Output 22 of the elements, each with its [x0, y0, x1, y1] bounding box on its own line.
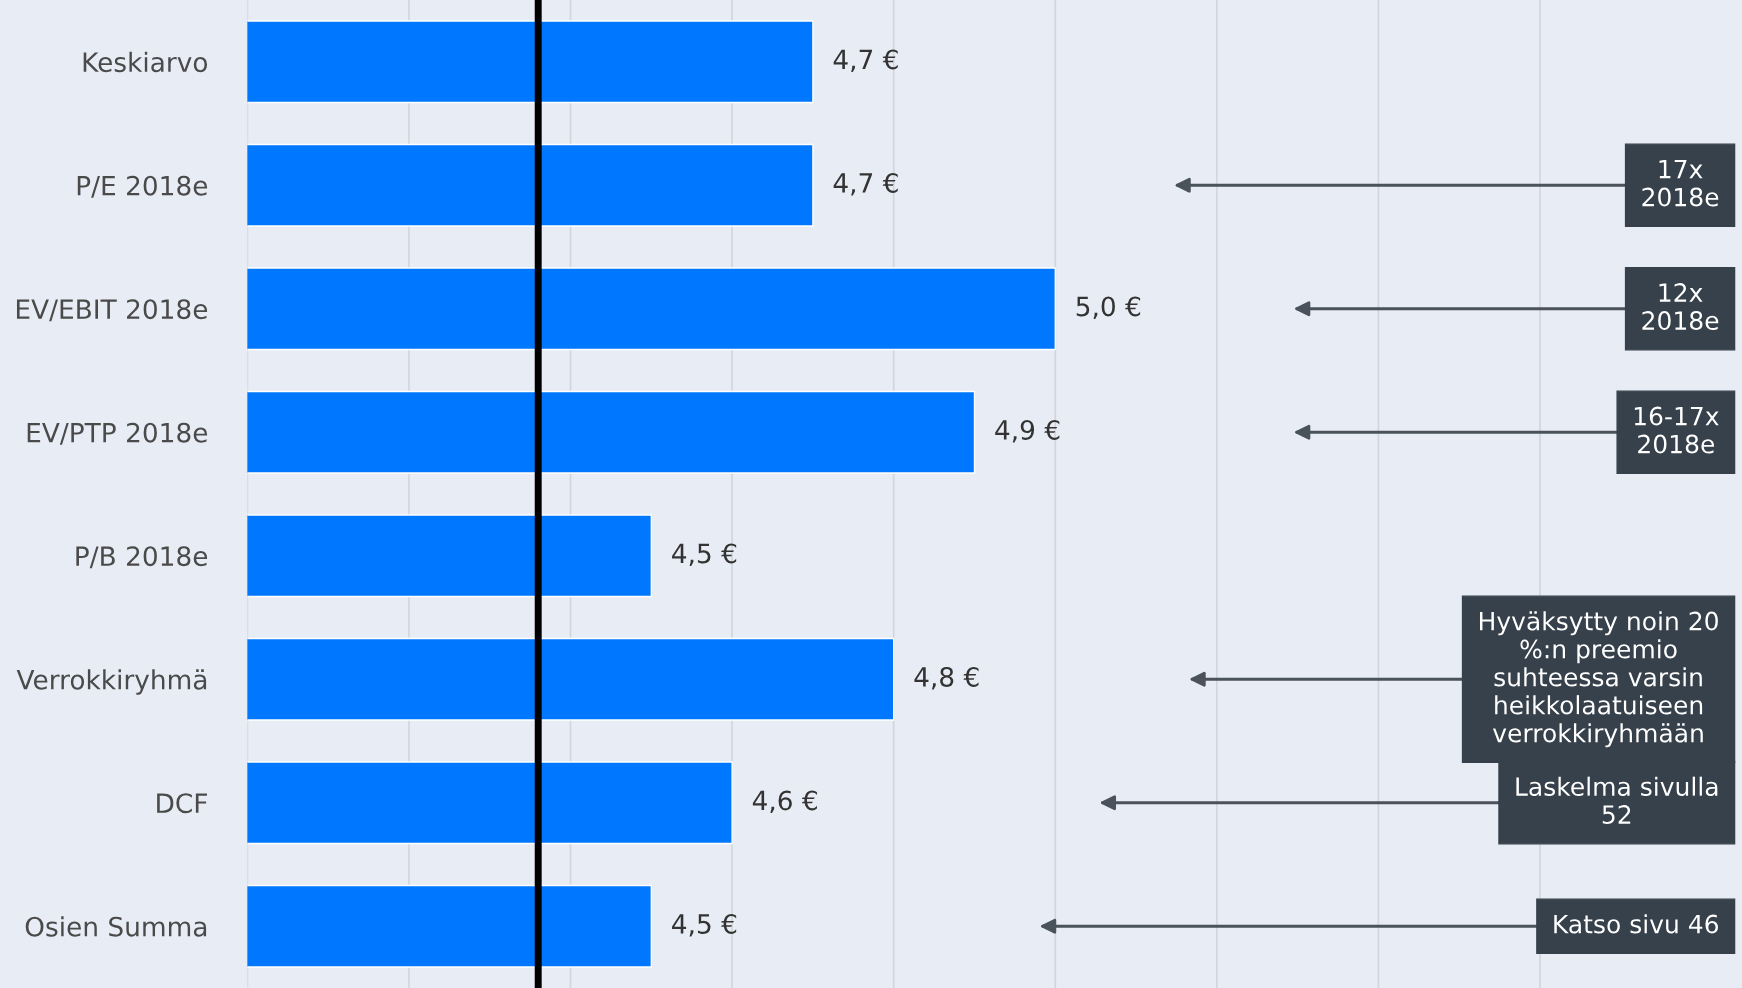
annotation: 16-17x 2018e — [1634, 406, 1719, 454]
annotation: Katso sivu 46 — [1554, 914, 1719, 934]
data-label: 4,7 € — [833, 49, 898, 73]
y-tick-label: P/B 2018e — [76, 546, 208, 569]
y-tick-label: Osien Summa — [25, 916, 207, 937]
data-label: 5,0 € — [1076, 296, 1141, 320]
y-tick-label: P/E 2018e — [77, 175, 208, 198]
data-label: 4,7 € — [833, 172, 898, 196]
data-label: 4,5 € — [672, 913, 737, 937]
annotation: Laskelma sivulla 52 — [1516, 776, 1718, 824]
y-tick-label: Verrokkiryhmä — [16, 669, 207, 695]
y-tick-label: EV/PTP 2018e — [27, 422, 208, 445]
y-tick-label: Keskiarvo — [83, 51, 208, 73]
data-label: 4,5 € — [672, 543, 737, 567]
data-label: 4,9 € — [995, 419, 1060, 443]
y-tick-label: EV/EBIT 2018e — [16, 299, 208, 322]
y-tick-label: DCF — [157, 793, 207, 814]
annotation: 17x 2018e — [1642, 159, 1719, 207]
data-label: 4,8 € — [914, 666, 979, 690]
annotation: 12x 2018e — [1642, 283, 1719, 330]
annotation: Hyväksytty noin 20 %:n preemio suhteessa varsin heikkolaatuiseen verrokkiryhmään — [1479, 611, 1718, 748]
data-label: 4,6 € — [752, 790, 817, 814]
